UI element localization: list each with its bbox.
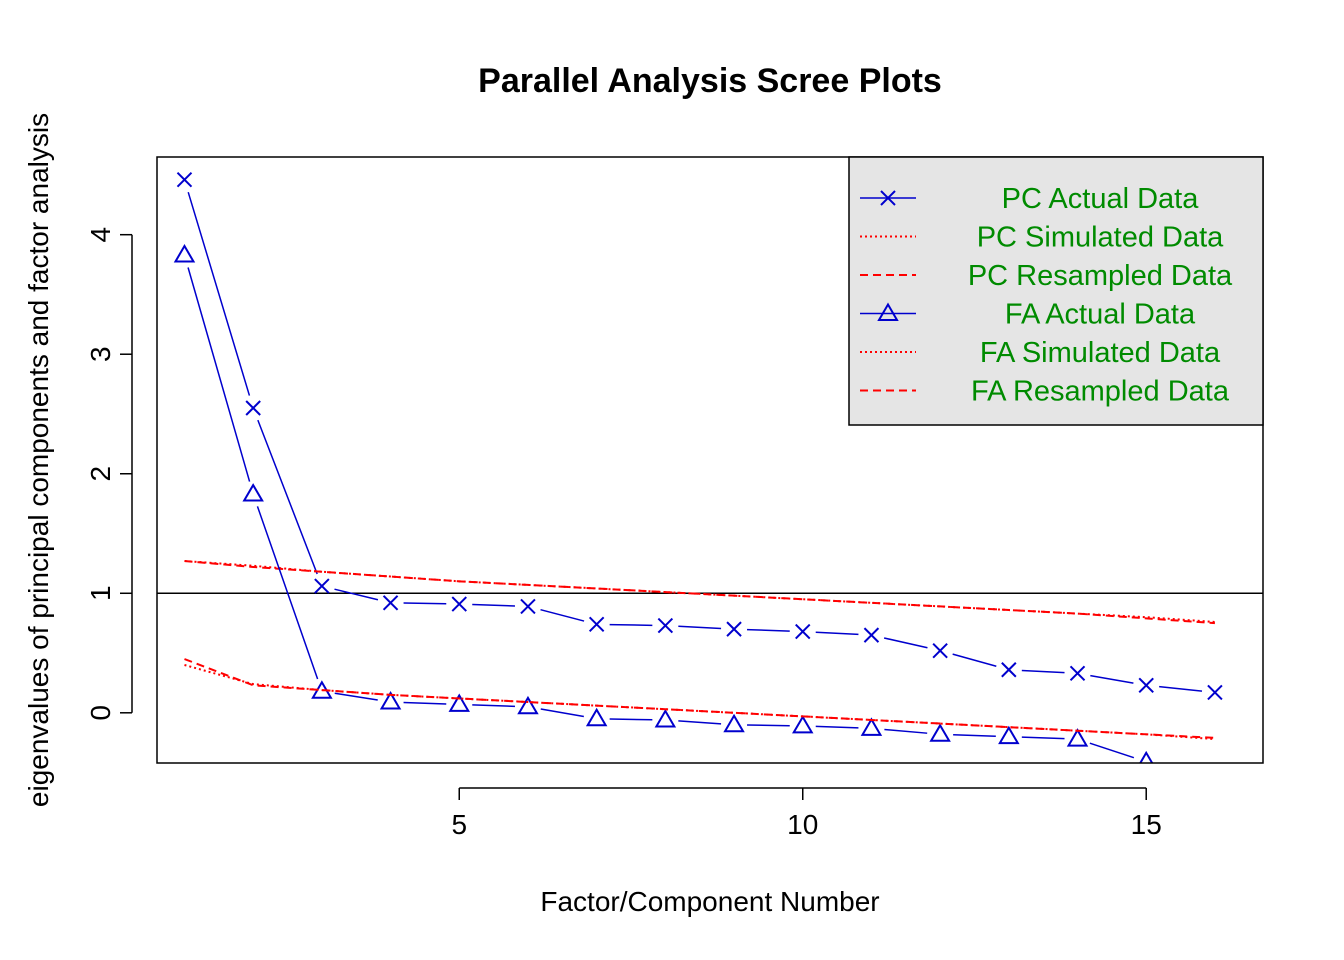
data-point-x-marker	[726, 621, 742, 637]
legend-x-marker	[880, 190, 896, 206]
x-tick-label: 10	[787, 809, 818, 840]
data-point-x-marker	[245, 400, 261, 416]
y-tick-label: 2	[85, 466, 116, 482]
data-point-x-marker	[451, 596, 467, 612]
series-segment	[256, 506, 319, 680]
series-segment	[472, 603, 515, 607]
data-point-x-marker	[932, 642, 948, 659]
y-axis-label: eigenvalues of principal components and …	[23, 113, 54, 807]
series-segment	[815, 725, 859, 729]
data-point-x-marker	[520, 598, 536, 615]
series-segment	[187, 191, 251, 396]
data-point-x-marker	[588, 616, 605, 633]
data-point-triangle-marker	[723, 713, 745, 733]
series-line	[184, 560, 1215, 625]
series-segment	[747, 724, 790, 727]
data-point-x-marker	[795, 623, 811, 640]
series-segment	[540, 708, 584, 718]
series-3	[173, 244, 1154, 763]
legend-triangle-marker	[877, 302, 899, 321]
y-tick-label: 1	[85, 585, 116, 601]
series-2	[184, 560, 1215, 625]
legend-box	[848, 156, 1264, 426]
data-point-x-marker	[176, 172, 193, 188]
data-point-triangle-marker	[173, 244, 196, 263]
data-point-triangle-marker	[379, 691, 402, 710]
series-segment	[403, 602, 447, 605]
series-segment	[953, 734, 996, 738]
series-segment	[678, 625, 722, 630]
series-segment	[747, 628, 790, 632]
series-segment	[1090, 674, 1134, 684]
data-point-triangle-marker	[1066, 728, 1089, 747]
legend-entry: FA Actual Data	[860, 299, 1196, 331]
series-5	[184, 658, 1215, 739]
data-point-triangle-marker	[998, 725, 1020, 745]
y-tick-label: 3	[85, 346, 116, 362]
x-tick-label: 5	[451, 809, 467, 840]
data-point-triangle-marker	[654, 708, 677, 728]
x-tick-label: 15	[1131, 809, 1162, 840]
series-segment	[952, 653, 997, 668]
legend-label: PC Resampled Data	[968, 260, 1233, 292]
series-line	[184, 664, 1215, 741]
legend-label: PC Actual Data	[1002, 183, 1200, 215]
data-point-x-marker	[863, 627, 880, 643]
series-segment	[1089, 742, 1135, 759]
series-segment	[1021, 736, 1065, 740]
chart-title: Parallel Analysis Scree Plots	[478, 62, 942, 100]
legend-entry: PC Resampled Data	[860, 260, 1233, 292]
series-segment	[1159, 685, 1203, 692]
data-point-triangle-marker	[860, 717, 883, 736]
series-segment	[1021, 669, 1065, 674]
x-axis: 5 10 15	[451, 787, 1162, 840]
data-point-triangle-marker	[448, 693, 470, 712]
series-segment	[472, 704, 515, 708]
data-point-triangle-marker	[585, 707, 608, 727]
legend: PC Actual Data PC Simulated Data PC Resamp…	[848, 156, 1264, 426]
data-point-x-marker	[1138, 677, 1154, 694]
series-segment	[187, 267, 251, 482]
data-point-x-marker	[382, 595, 399, 611]
legend-entry: PC Simulated Data	[860, 222, 1224, 254]
legend-label: FA Simulated Data	[980, 337, 1221, 369]
data-point-x-marker	[657, 617, 674, 634]
data-point-x-marker	[314, 578, 330, 594]
data-point-triangle-marker	[792, 714, 814, 734]
data-point-x-marker	[1207, 684, 1223, 701]
data-point-triangle-marker	[242, 483, 264, 502]
series-segment	[609, 718, 653, 721]
series-segment	[884, 728, 928, 734]
plot-frame	[156, 156, 1264, 764]
series-segment	[540, 608, 585, 622]
data-point-triangle-marker	[517, 695, 539, 715]
series-segment	[678, 720, 722, 725]
data-point-triangle-marker	[1139, 750, 1154, 763]
y-tick-label: 4	[85, 227, 116, 243]
series-4	[184, 664, 1215, 741]
legend-entry: FA Resampled Data	[860, 376, 1230, 408]
y-axis: 0 1 2 3 4	[85, 227, 133, 721]
data-point-x-marker	[1069, 665, 1086, 682]
series-segment	[334, 692, 378, 701]
legend-label: FA Actual Data	[1005, 299, 1196, 331]
x-axis-label: Factor/Component Number	[540, 886, 879, 917]
series-line	[184, 658, 1215, 739]
data-point-triangle-marker	[929, 723, 951, 742]
legend-label: PC Simulated Data	[977, 222, 1224, 254]
series-segment	[334, 588, 379, 601]
legend-entry: PC Actual Data	[860, 183, 1199, 215]
series-segment	[815, 631, 859, 636]
series-segment	[883, 637, 928, 649]
series-segment	[403, 701, 447, 705]
y-tick-label: 0	[85, 705, 116, 721]
plot-area	[157, 172, 1263, 763]
series-segment	[609, 623, 653, 627]
series-0	[176, 172, 1223, 701]
data-point-x-marker	[1001, 662, 1017, 678]
legend-entry: FA Simulated Data	[860, 337, 1221, 369]
series-segment	[257, 419, 318, 575]
legend-label: FA Resampled Data	[971, 376, 1230, 408]
